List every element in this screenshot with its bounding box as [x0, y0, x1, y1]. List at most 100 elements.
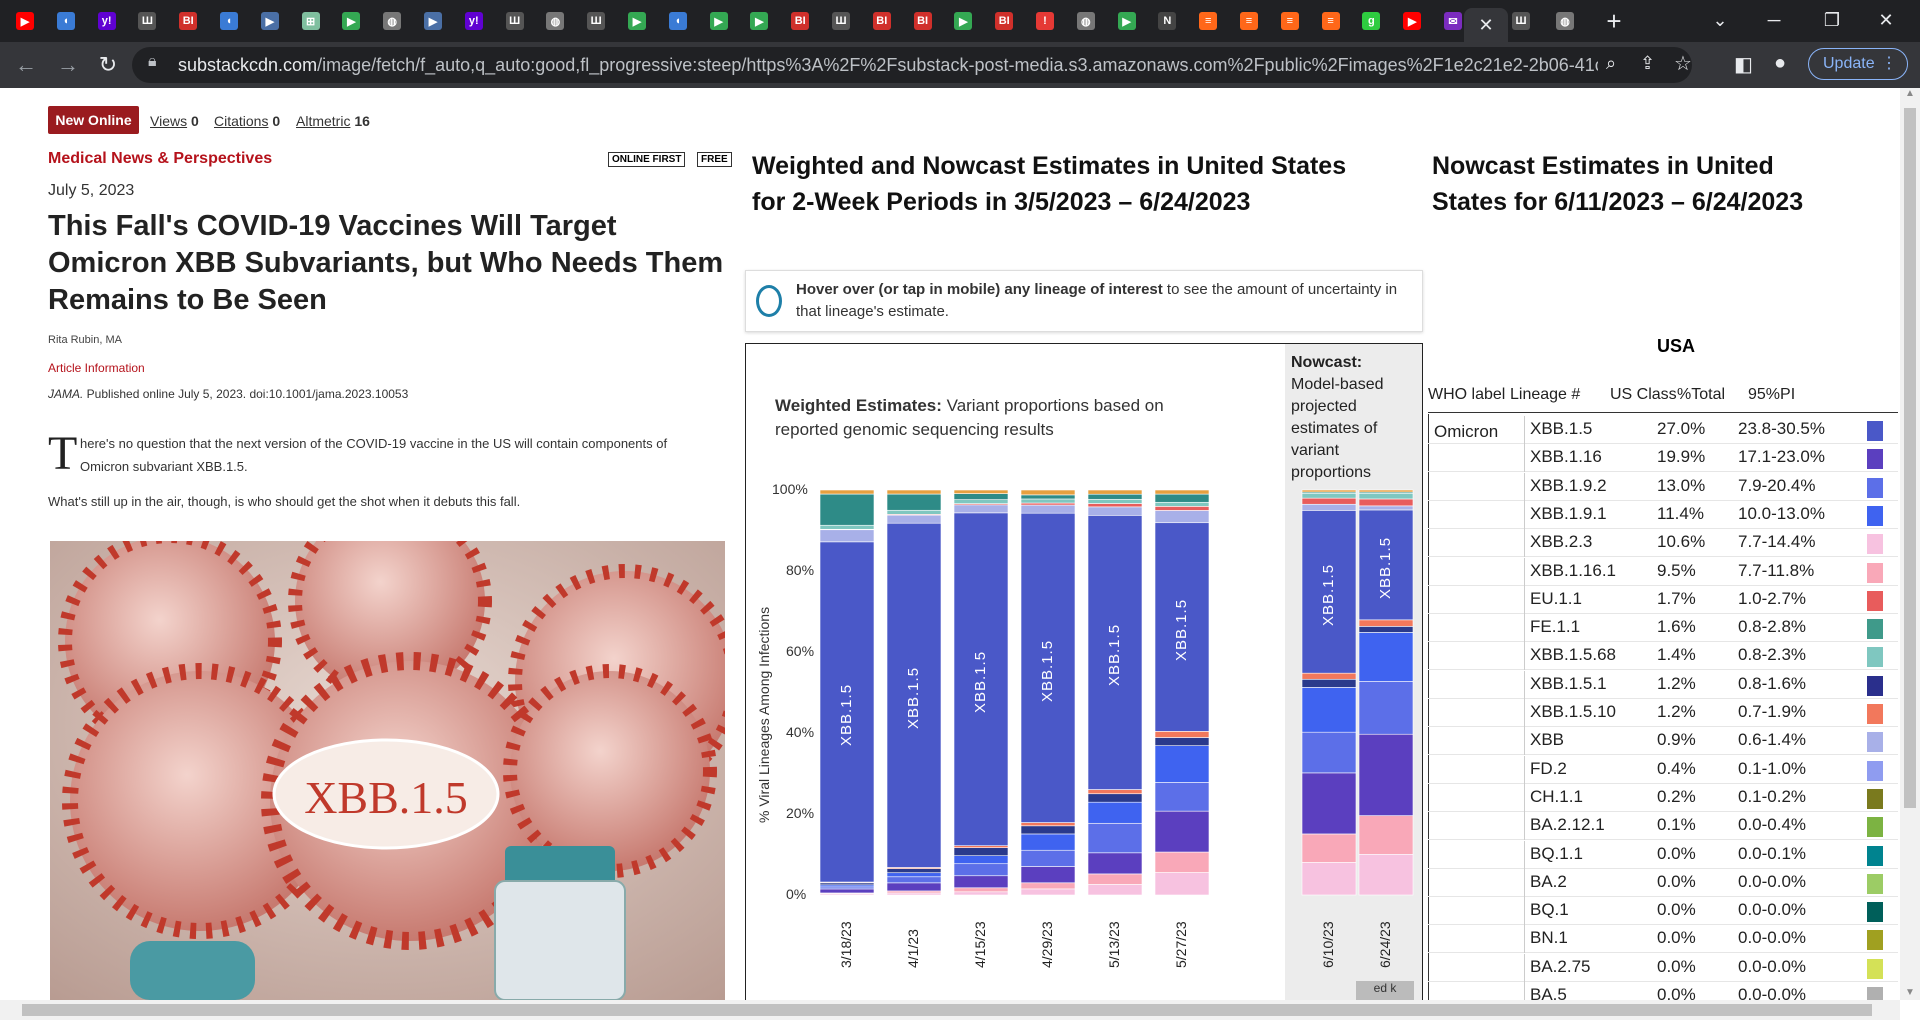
bar-segment-xbb-1-16[interactable] — [1020, 888, 1076, 896]
bar-segment-eu-1-1[interactable] — [1358, 498, 1414, 507]
browser-tab-27[interactable]: ▶ — [1114, 8, 1140, 34]
bar-segment-xbb-1-9-2[interactable] — [1020, 849, 1076, 867]
bar-segment-xbb-1-9-2[interactable] — [1301, 731, 1357, 774]
table-row[interactable]: BA.5 0.0% 0.0-0.0% — [1428, 982, 1898, 1000]
browser-tab-31[interactable]: ≡ — [1277, 8, 1303, 34]
reload-icon[interactable]: ↻ — [98, 52, 118, 77]
browser-tab-7[interactable]: ⊞ — [298, 8, 324, 34]
browser-tab-24[interactable]: BI — [991, 8, 1017, 34]
bar-segment-xbb[interactable] — [819, 529, 875, 543]
browser-tab-18[interactable]: ▶ — [746, 8, 772, 34]
table-row[interactable]: BA.2.12.1 0.1% 0.0-0.4% — [1428, 812, 1898, 841]
browser-tab-5[interactable]: ◖ — [216, 8, 242, 34]
bar-segment-eu-1-1[interactable] — [1087, 503, 1143, 508]
browser-tab-28[interactable]: N — [1154, 8, 1180, 34]
bar-segment-xbb-1-9-2[interactable] — [819, 886, 875, 890]
browser-tab-13[interactable]: ◍ — [542, 8, 568, 34]
bar-segment-xbb-2-3[interactable] — [1154, 851, 1210, 873]
bar-segment-xbb-1-16[interactable] — [953, 891, 1009, 896]
table-row[interactable]: BQ.1 0.0% 0.0-0.0% — [1428, 897, 1898, 926]
bar-segment-other[interactable] — [953, 493, 1009, 500]
bar-segment-xbb[interactable] — [886, 514, 942, 524]
bar-segment-bq-1-1[interactable] — [819, 489, 875, 495]
bar-segment-xbb-1-16[interactable] — [1087, 884, 1143, 896]
browser-tab-8[interactable]: ▶ — [338, 8, 364, 34]
bar-segment-other[interactable] — [886, 493, 942, 511]
bar-segment-xbb-1-16-1[interactable] — [1358, 733, 1414, 816]
browser-tab-32[interactable]: ≡ — [1318, 8, 1344, 34]
bar-segment-xbb-1-16[interactable] — [1154, 872, 1210, 896]
bar-segment-bq-1-1[interactable] — [886, 489, 942, 495]
bar-segment-xbb-1-5-1[interactable] — [1358, 626, 1414, 633]
sidepanel-icon[interactable]: ◧ — [1734, 54, 1753, 76]
table-row[interactable]: XBB.1.9.2 13.0% 7.9-20.4% — [1428, 472, 1898, 501]
browser-tab-21[interactable]: BI — [869, 8, 895, 34]
browser-tab-6[interactable]: ▶ — [257, 8, 283, 34]
bar-segment-xbb[interactable] — [1358, 505, 1414, 511]
browser-tab-16[interactable]: ◖ — [665, 8, 691, 34]
browser-tab-33[interactable]: g — [1358, 8, 1384, 34]
browser-tab-9[interactable]: ◍ — [379, 8, 405, 34]
bar-segment-xbb-1-5-1[interactable] — [1154, 737, 1210, 746]
bar-segment-xbb-1-9-1[interactable] — [1301, 687, 1357, 733]
table-header-us-class[interactable]: US Class — [1610, 386, 1677, 403]
active-tab[interactable]: ✕ — [1464, 8, 1508, 42]
bar-segment-eu-1-1[interactable] — [1301, 497, 1357, 505]
browser-tab-34[interactable]: ▶ — [1399, 8, 1425, 34]
browser-tab-22[interactable]: BI — [910, 8, 936, 34]
table-row[interactable]: XBB.2.3 10.6% 7.7-14.4% — [1428, 529, 1898, 558]
bar-segment-xbb-1-16-1[interactable] — [1087, 852, 1143, 875]
bar-segment-xbb[interactable] — [1087, 506, 1143, 516]
browser-tab-2[interactable]: y! — [94, 8, 120, 34]
bar-segment-fe-1-1[interactable] — [1020, 822, 1076, 827]
bar-segment-xbb-2-3[interactable] — [953, 887, 1009, 893]
bar-segment-xbb-1-9-2[interactable] — [1358, 681, 1414, 735]
bar-segment-xbb-1-16-1[interactable] — [819, 888, 875, 894]
author-name[interactable]: Rita Rubin, MA — [48, 334, 122, 346]
section-kicker[interactable]: Medical News & Perspectives — [48, 150, 273, 167]
table-row[interactable]: XBB.1.5.68 1.4% 0.8-2.3% — [1428, 642, 1898, 671]
bar-segment-xbb-1-5-68[interactable] — [1301, 492, 1357, 499]
bookmark-star-icon[interactable]: ☆ — [1674, 53, 1692, 75]
browser-tab-after-0[interactable]: Ш — [1508, 8, 1534, 34]
bar-segment-other[interactable] — [1087, 493, 1143, 500]
citations-metric[interactable]: Citations 0 — [214, 113, 281, 129]
browser-tab-30[interactable]: ≡ — [1236, 8, 1262, 34]
browser-tab-12[interactable]: Ш — [502, 8, 528, 34]
browser-tab-14[interactable]: Ш — [583, 8, 609, 34]
browser-tab-15[interactable]: ▶ — [624, 8, 650, 34]
bar-segment-other[interactable] — [1154, 493, 1210, 503]
bar-segment-xbb-1-9-1[interactable] — [1358, 632, 1414, 682]
bar-segment-xbb-1-9-1[interactable] — [819, 884, 875, 888]
altmetric-metric[interactable]: Altmetric 16 — [296, 113, 370, 129]
bar-segment-xbb-1-5-68[interactable] — [1154, 501, 1210, 507]
bar-segment-xbb[interactable] — [1301, 503, 1357, 511]
table-header-who-label[interactable]: WHO label — [1428, 386, 1506, 403]
table-header-lineage-[interactable]: Lineage # — [1510, 386, 1581, 403]
browser-tab-4[interactable]: BI — [175, 8, 201, 34]
bar-segment-bq-1-1[interactable] — [953, 489, 1009, 494]
bar-segment-bq-1-1[interactable] — [1358, 489, 1414, 493]
table-header-95-pi[interactable]: 95%PI — [1748, 386, 1796, 403]
table-row[interactable]: BQ.1.1 0.0% 0.0-0.1% — [1428, 840, 1898, 869]
bar-segment-xbb-1-9-2[interactable] — [953, 863, 1009, 877]
browser-tab-20[interactable]: Ш — [828, 8, 854, 34]
browser-tab-1[interactable]: ◖ — [53, 8, 79, 34]
bar-segment-xbb-1-5[interactable] — [1154, 522, 1210, 732]
bar-segment-eu-1-1[interactable] — [1020, 502, 1076, 506]
hscroll-thumb[interactable] — [22, 1004, 1872, 1016]
browser-tab-10[interactable]: ▶ — [420, 8, 446, 34]
bar-segment-xbb-1-9-1[interactable] — [953, 855, 1009, 865]
bar-segment-fe-1-1[interactable] — [1154, 731, 1210, 738]
bar-segment-xbb-1-5-1[interactable] — [1301, 678, 1357, 688]
back-icon[interactable]: ← — [15, 52, 37, 77]
bar-segment-xbb-2-3[interactable] — [1020, 882, 1076, 890]
bar-segment-xbb-1-16-1[interactable] — [1154, 810, 1210, 853]
bar-segment-xbb-1-9-2[interactable] — [886, 876, 942, 884]
bar-segment-xbb-1-5-1[interactable] — [1087, 793, 1143, 803]
table-header--total[interactable]: %Total — [1677, 386, 1726, 403]
browser-tab-3[interactable]: Ш — [134, 8, 160, 34]
menu-dots-icon[interactable]: ⋮ — [1881, 55, 1897, 72]
table-row[interactable]: FD.2 0.4% 0.1-1.0% — [1428, 755, 1898, 784]
browser-tab-19[interactable]: BI — [787, 8, 813, 34]
